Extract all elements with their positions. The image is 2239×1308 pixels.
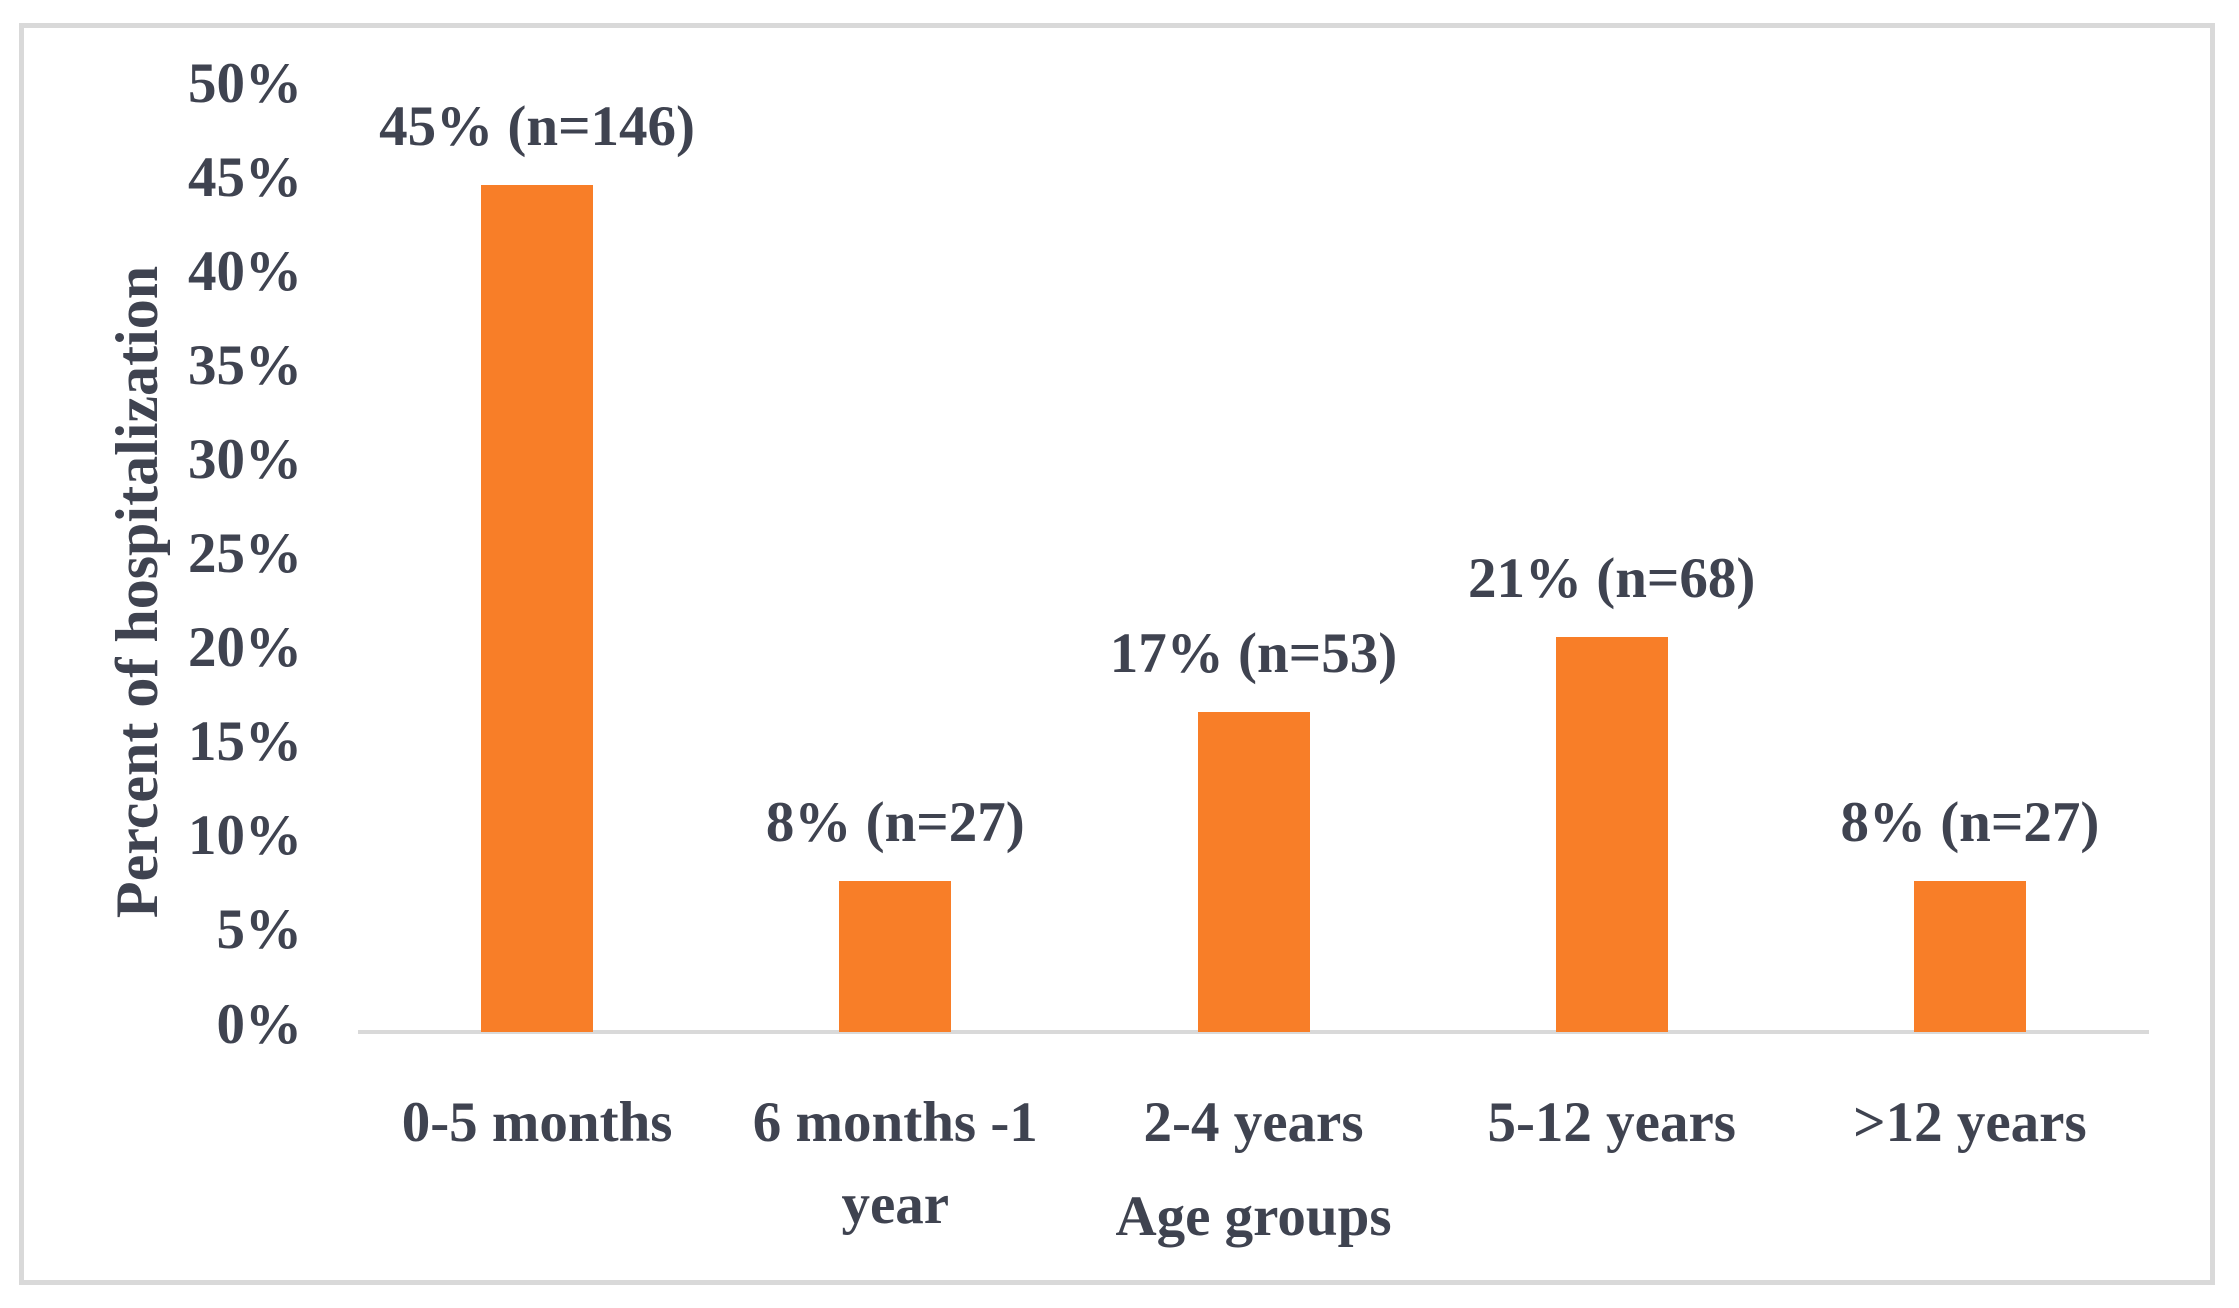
y-axis-tick-label: 30% — [188, 427, 302, 491]
x-axis-category-label: 2-4 years — [1143, 1091, 1364, 1154]
bar-2-4-years — [1197, 712, 1310, 1032]
bar-group-0-5-months: 45% (n=146) 0-5 months — [358, 0, 716, 1154]
bar-group-12-years: 8% (n=27) >12 years — [1791, 0, 2149, 1154]
x-axis-title: Age groups — [1115, 1185, 1392, 1248]
bar-0-5-months — [481, 185, 594, 1032]
x-axis-category-label: 0-5 months — [401, 1091, 673, 1154]
bar-value-label: 21% (n=68) — [1468, 546, 1756, 610]
y-axis-tick-label: 10% — [188, 804, 302, 868]
chart-frame — [19, 23, 2215, 1285]
y-axis-tick-label: 0% — [216, 992, 303, 1056]
x-axis-category-label: 6 months -1 year — [752, 1091, 1038, 1236]
y-axis-tick-label: 25% — [188, 522, 302, 585]
y-axis-tick-label: 35% — [188, 333, 302, 397]
bar-value-label: 17% (n=53) — [1109, 622, 1398, 686]
plot-area: 45% (n=146) 0-5 months 8% (n=27) 6 months -… — [358, 0, 2149, 1236]
bar-group-6-months-1-year: 8% (n=27) 6 months -1 year — [716, 0, 1074, 1236]
x-axis-line — [358, 1030, 2149, 1034]
bar-value-label: 8% (n=27) — [765, 791, 1025, 855]
y-axis-tick-label: 5% — [216, 898, 303, 962]
bar-12-years — [1913, 881, 2026, 1032]
x-axis-category-label: >12 years — [1853, 1091, 2087, 1154]
y-axis-tick-label: 40% — [188, 239, 302, 303]
bar-6-months-1-year — [839, 881, 952, 1032]
y-axis-tick-label: 50% — [188, 51, 302, 115]
x-axis-category-label: 5-12 years — [1487, 1091, 1736, 1154]
y-axis-tick-label: 20% — [188, 616, 302, 680]
bar-group-2-4-years: 17% (n=53) 2-4 years — [1074, 0, 1432, 1154]
bar-5-12-years — [1555, 636, 1668, 1032]
bar-group-5-12-years: 21% (n=68) 5-12 years — [1433, 0, 1791, 1154]
y-axis-tick-label: 45% — [188, 145, 302, 209]
bar-value-label: 8% (n=27) — [1840, 791, 2100, 855]
bar-value-label: 45% (n=146) — [379, 95, 696, 159]
y-axis-tick-label: 15% — [188, 710, 302, 774]
